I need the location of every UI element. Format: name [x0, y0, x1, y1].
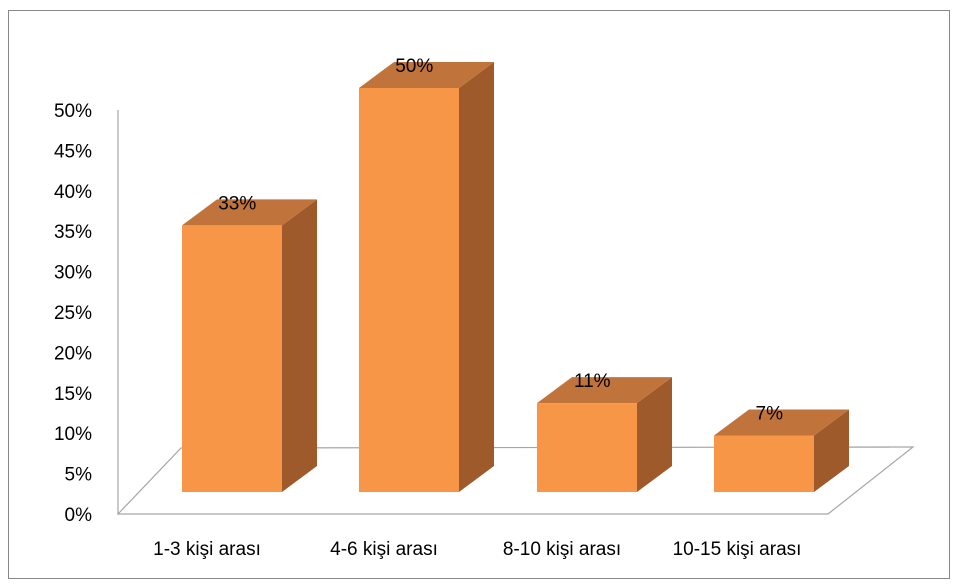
- bar: [537, 377, 672, 492]
- bar-front: [359, 88, 459, 492]
- data-label: 11%: [574, 371, 611, 392]
- y-tick-label: 40%: [54, 182, 92, 203]
- bar-side: [459, 62, 494, 492]
- bars: [182, 62, 849, 493]
- data-labels: 33% 50% 11% 7%: [218, 56, 783, 424]
- bar-front: [714, 435, 814, 492]
- chart-border: [8, 10, 950, 579]
- y-tick-label: 20%: [54, 343, 92, 364]
- data-label: 33%: [218, 193, 256, 214]
- bar-side: [637, 377, 672, 492]
- bar: [714, 409, 849, 492]
- floor-plane: [116, 446, 915, 515]
- y-tick-label: 0%: [65, 505, 93, 526]
- bar: [182, 199, 317, 493]
- bar: [359, 62, 494, 492]
- x-tick-label: 1-3 kişi arası: [153, 539, 261, 560]
- y-tick-label: 25%: [54, 303, 92, 324]
- bar-side: [814, 409, 849, 492]
- y-axis: 0% 5% 10% 15% 20% 25% 30% 35% 40% 45% 50%: [54, 101, 119, 526]
- x-tick-label: 8-10 kişi arası: [503, 539, 621, 560]
- bar-top: [714, 409, 849, 436]
- y-tick-label: 35%: [54, 222, 92, 243]
- bar-top: [537, 377, 672, 404]
- data-label: 7%: [756, 403, 784, 424]
- bar-front: [537, 403, 637, 492]
- bar-side: [282, 199, 317, 493]
- y-tick-label: 10%: [54, 424, 92, 445]
- y-tick-label: 5%: [65, 465, 93, 486]
- x-tick-label: 4-6 kişi arası: [330, 539, 438, 560]
- x-axis: 1-3 kişi arası 4-6 kişi arası 8-10 kişi ar…: [153, 539, 801, 560]
- bar-top: [359, 62, 494, 88]
- y-tick-label: 15%: [54, 384, 92, 405]
- y-tick-label: 30%: [54, 263, 92, 284]
- y-tick-label: 50%: [54, 101, 92, 122]
- bar-front: [182, 225, 282, 493]
- chart-floor: [116, 446, 915, 515]
- bar-top: [182, 199, 317, 226]
- x-tick-label: 10-15 kişi arası: [673, 539, 802, 560]
- y-tick-label: 45%: [54, 141, 92, 162]
- data-label: 50%: [395, 56, 433, 77]
